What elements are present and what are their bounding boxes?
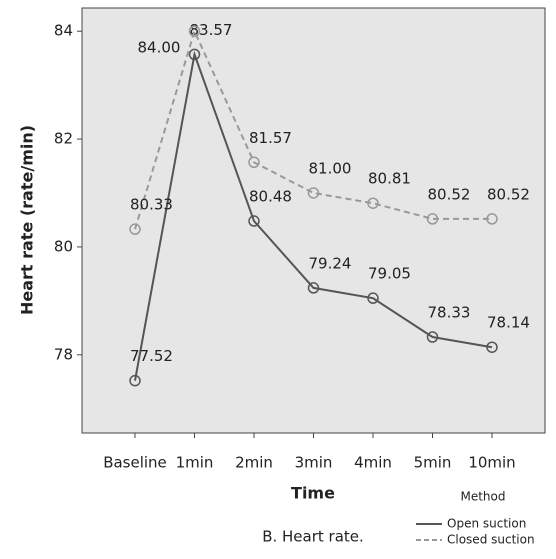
legend-label: Closed suction — [447, 533, 535, 547]
point — [129, 223, 141, 235]
x-tick-label: 5min — [414, 454, 452, 472]
value-label: 81.57 — [249, 129, 292, 147]
series-line — [134, 50, 493, 381]
x-tick-label: 10min — [468, 454, 515, 472]
point — [486, 341, 498, 353]
value-label: 78.33 — [428, 303, 471, 321]
x-axis-label: Time — [291, 484, 335, 503]
point — [188, 48, 201, 61]
y-tick-label: 78 — [54, 345, 73, 363]
point — [486, 213, 498, 225]
y-axis-label: Heart rate (rate/min) — [18, 125, 37, 315]
point — [307, 282, 320, 294]
legend-label: Open suction — [447, 517, 526, 531]
value-label: 80.81 — [368, 170, 411, 188]
legend-title: Method — [460, 490, 505, 504]
value-label: 78.14 — [487, 314, 530, 332]
value-label: 80.33 — [130, 196, 173, 214]
point — [248, 156, 260, 169]
point — [367, 197, 379, 209]
value-label: 80.52 — [428, 185, 471, 203]
point — [248, 215, 260, 227]
point — [367, 292, 379, 304]
x-tick-label: 4min — [354, 454, 392, 472]
value-label: 80.48 — [249, 188, 292, 206]
y-tick-label: 84 — [54, 22, 73, 40]
x-tick-label: 1min — [176, 454, 214, 472]
plot-area — [81, 7, 546, 434]
caption: B. Heart rate. — [262, 528, 364, 546]
point — [426, 331, 439, 343]
x-tick-label: 3min — [295, 454, 333, 472]
y-tick-label: 82 — [54, 130, 73, 148]
x-tick-label: 2min — [235, 454, 273, 472]
y-tick-label: 80 — [54, 237, 73, 255]
value-label: 83.57 — [190, 21, 233, 39]
value-label: 79.24 — [309, 254, 352, 272]
point — [426, 213, 439, 225]
x-tick-label: Baseline — [103, 454, 167, 472]
value-label: 79.05 — [368, 265, 411, 283]
point — [188, 25, 201, 37]
value-label: 80.52 — [487, 185, 530, 203]
point — [129, 374, 141, 387]
value-label: 81.00 — [309, 159, 352, 177]
point — [307, 187, 320, 199]
value-label: 84.00 — [138, 39, 181, 57]
value-label: 77.52 — [130, 347, 173, 365]
